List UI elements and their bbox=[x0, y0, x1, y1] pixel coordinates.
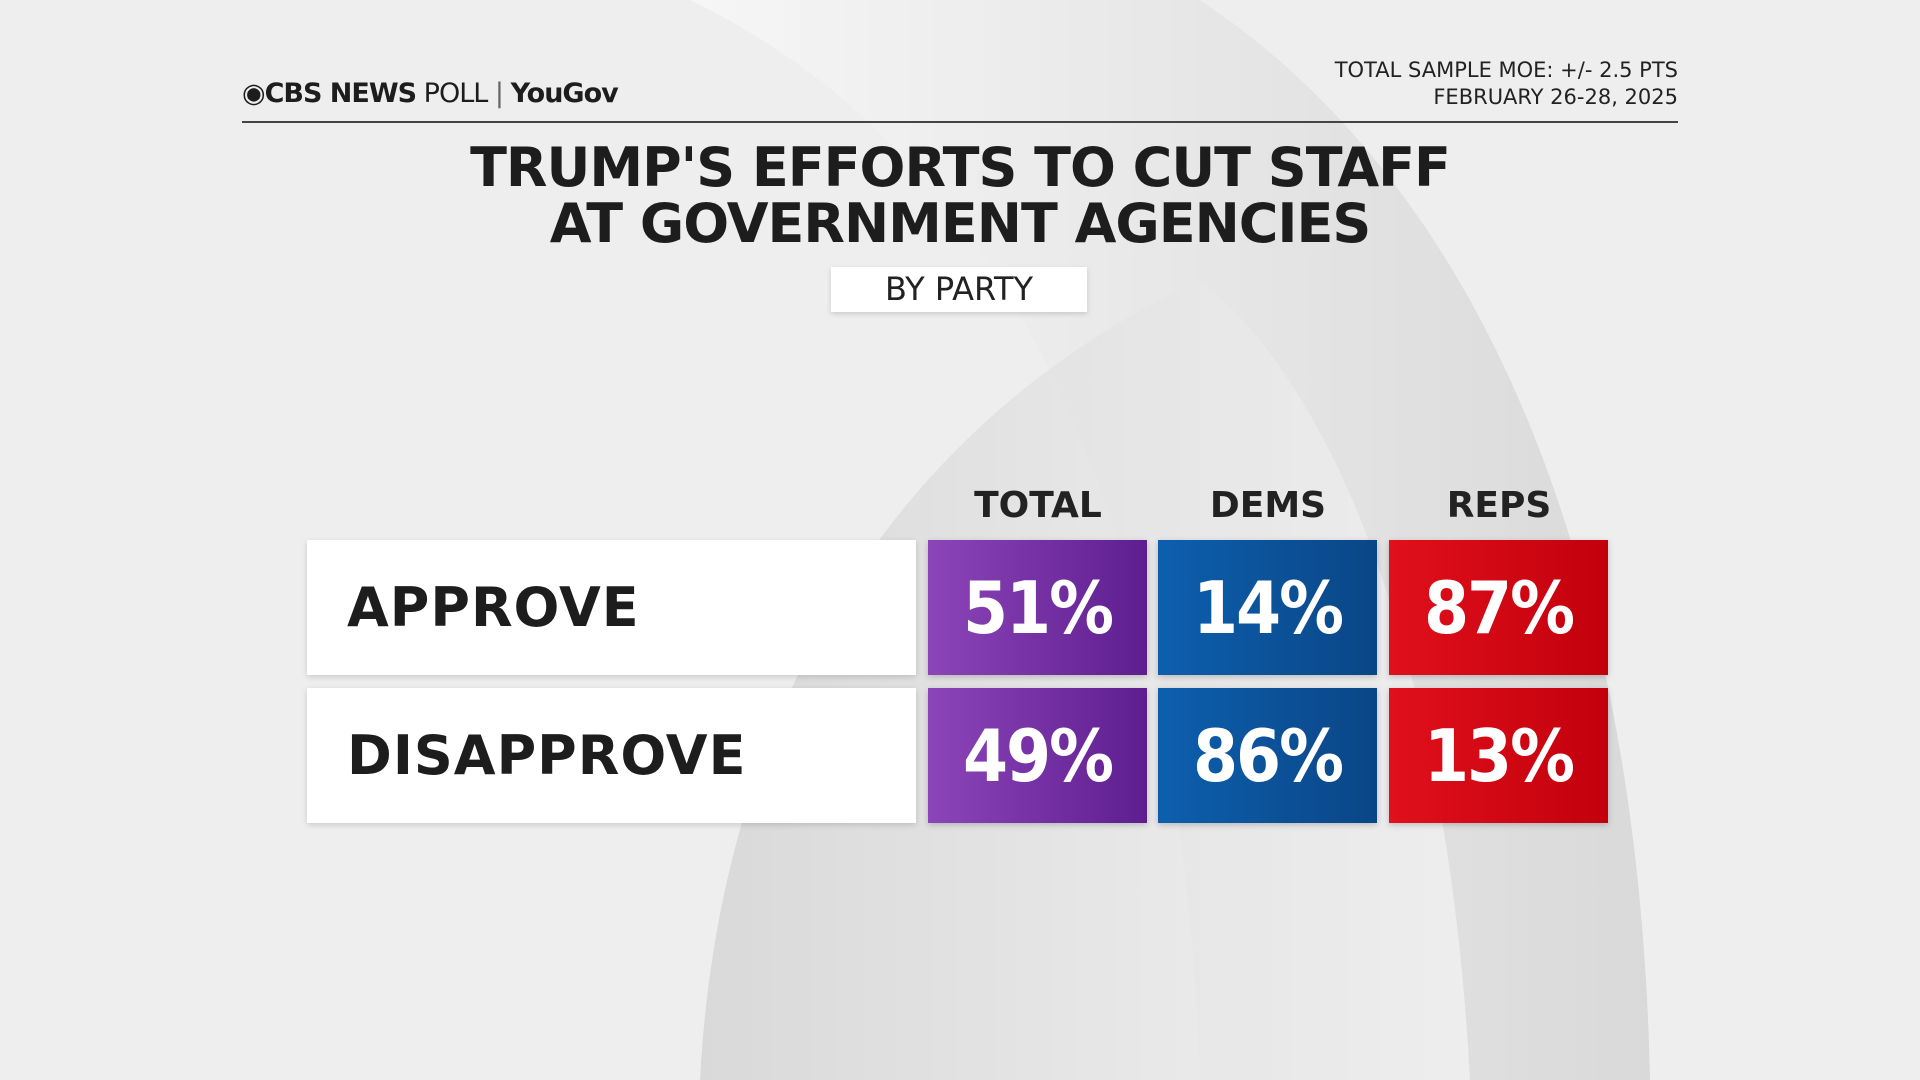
partner: YouGov bbox=[510, 78, 619, 109]
row-label: APPROVE bbox=[307, 540, 916, 675]
logo: ◉CBS NEWS POLL | YouGov bbox=[242, 78, 619, 109]
value-cell: 14% bbox=[1158, 540, 1377, 675]
dates: FEBRUARY 26-28, 2025 bbox=[1433, 85, 1678, 109]
column-header: DEMS bbox=[1209, 485, 1327, 526]
poll-label: POLL bbox=[423, 78, 489, 109]
title-line: AT GOVERNMENT AGENCIES bbox=[549, 192, 1372, 255]
value-cell: 86% bbox=[1158, 688, 1377, 823]
row-label: DISAPPROVE bbox=[307, 688, 916, 823]
title-line: TRUMP'S EFFORTS TO CUT STAFF bbox=[470, 136, 1451, 199]
value-cell: 87% bbox=[1389, 540, 1608, 675]
value-cell: 13% bbox=[1389, 688, 1608, 823]
column-header: REPS bbox=[1446, 485, 1552, 526]
value-cell: 51% bbox=[928, 540, 1147, 675]
column-header: TOTAL bbox=[974, 485, 1102, 526]
subtitle: BY PARTY bbox=[831, 267, 1087, 312]
moe: TOTAL SAMPLE MOE: +/- 2.5 PTS bbox=[1334, 58, 1678, 82]
brand: CBS NEWS bbox=[264, 78, 418, 109]
rule bbox=[242, 121, 1678, 123]
value-cell: 49% bbox=[928, 688, 1147, 823]
